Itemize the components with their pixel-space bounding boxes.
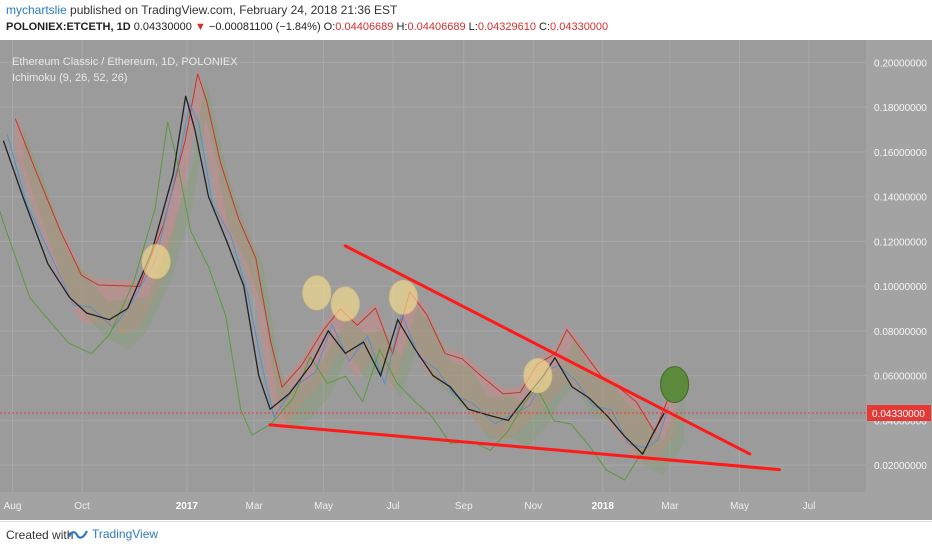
publish-info: published on TradingView.com, February 2… xyxy=(70,3,398,17)
x-tick-label: 2017 xyxy=(176,501,199,512)
created-with-text: Created with xyxy=(6,528,74,542)
last-price-tag xyxy=(867,405,931,422)
high-label: H: xyxy=(396,21,408,33)
open-value: 0.04406689 xyxy=(335,21,394,33)
y-tick-label: 0.16000000 xyxy=(874,148,927,159)
cloud-band-bear xyxy=(15,67,677,464)
highlight-circle xyxy=(388,279,418,315)
y-tick-label: 0.14000000 xyxy=(874,193,927,204)
x-tick-label: Jul xyxy=(803,501,816,512)
x-tick-label: Aug xyxy=(4,501,22,512)
close-value: 0.04330000 xyxy=(550,21,609,33)
x-tick-label: Sep xyxy=(455,501,473,512)
author-link[interactable]: mychartslie xyxy=(6,3,67,17)
x-tick-label: Nov xyxy=(524,501,542,512)
low-value: 0.04329610 xyxy=(477,21,536,33)
x-tick-label: Mar xyxy=(661,501,679,512)
x-tick-label: Mar xyxy=(245,501,263,512)
down-arrow-icon: ▼ xyxy=(194,21,206,33)
x-tick-label: 2018 xyxy=(592,501,615,512)
y-tick-label: 0.10000000 xyxy=(874,282,927,293)
y-tick-label: 0.08000000 xyxy=(874,327,927,338)
tradingview-logo-icon xyxy=(68,530,88,539)
publish-header: mychartslie published on TradingView.com… xyxy=(6,3,397,17)
y-tick-label: 0.02000000 xyxy=(874,461,927,472)
y-tick-label: 0.06000000 xyxy=(874,372,927,383)
trendline-lower xyxy=(268,423,781,472)
x-axis-labels: Aug Oct 2017 Mar May Jul Sep Nov 2018 Mar May Jul xyxy=(4,501,816,512)
high-value: 0.04406689 xyxy=(407,21,466,33)
chart-legend-title: Ethereum Classic / Ethereum, 1D, POLONIE… xyxy=(12,56,238,68)
highlight-circles xyxy=(141,244,690,404)
indicator-legend[interactable]: Ichimoku (9, 26, 52, 26) xyxy=(12,72,128,84)
last-price-marker: 0.04330000 xyxy=(0,405,931,422)
x-tick-label: Oct xyxy=(74,501,90,512)
target-circle xyxy=(660,366,690,404)
ohlc-header: POLONIEX:ETCETH, 1D 0.04330000 ▼ −0.0008… xyxy=(6,21,608,33)
x-tick-label: May xyxy=(314,501,333,512)
y-tick-label: 0.20000000 xyxy=(874,58,927,69)
x-tick-label: May xyxy=(730,501,749,512)
low-label: L: xyxy=(468,21,478,33)
price-chart[interactable]: 0.20000000 0.18000000 0.16000000 0.14000000… xyxy=(0,40,932,520)
x-tick-label: Jul xyxy=(387,501,400,512)
y-axis-labels: 0.20000000 0.18000000 0.16000000 0.14000000… xyxy=(874,58,927,472)
tradingview-brand-link[interactable]: TradingView xyxy=(92,527,159,541)
highlight-circle xyxy=(141,244,171,280)
price-line xyxy=(2,95,665,456)
price-change: −0.00081100 (−1.84%) xyxy=(208,21,321,33)
close-label: C: xyxy=(539,21,551,33)
chikou-line xyxy=(0,121,647,481)
time-axis[interactable] xyxy=(0,492,932,520)
y-tick-label: 0.04000000 xyxy=(874,416,927,427)
highlight-circle xyxy=(330,286,360,322)
symbol-label: POLONIEX:ETCETH, 1D xyxy=(6,21,131,33)
trendline-upper xyxy=(343,244,752,456)
open-label: O: xyxy=(323,21,336,33)
y-tick-label: 0.12000000 xyxy=(874,237,927,248)
last-price: 0.04330000 xyxy=(133,21,192,33)
tenkan-line xyxy=(6,102,669,449)
footer-bar: Created with TradingView xyxy=(0,521,932,551)
trendlines xyxy=(268,244,781,472)
plot-area[interactable] xyxy=(0,40,866,492)
highlight-circle xyxy=(523,358,553,394)
last-price-label: 0.04330000 xyxy=(872,409,925,420)
highlight-circle xyxy=(302,275,332,311)
y-tick-label: 0.18000000 xyxy=(874,103,927,114)
